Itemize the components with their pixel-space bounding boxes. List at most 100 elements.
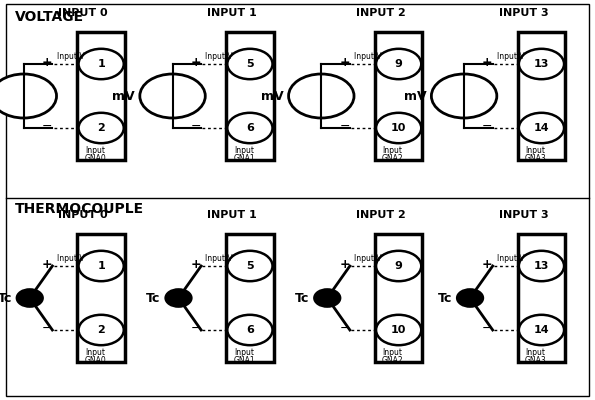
Text: INPUT 1: INPUT 1 bbox=[207, 8, 257, 18]
Text: 2: 2 bbox=[97, 325, 105, 335]
Text: Input V: Input V bbox=[57, 52, 84, 61]
Text: VOLTAGE: VOLTAGE bbox=[15, 10, 84, 24]
Text: 13: 13 bbox=[534, 59, 549, 69]
Circle shape bbox=[376, 251, 421, 281]
Text: Input V: Input V bbox=[354, 52, 381, 61]
Text: 5: 5 bbox=[246, 59, 253, 69]
Text: INPUT 0: INPUT 0 bbox=[58, 210, 108, 220]
Text: 10: 10 bbox=[391, 325, 406, 335]
Text: GNA1: GNA1 bbox=[233, 154, 255, 163]
Circle shape bbox=[165, 289, 192, 307]
Bar bbox=[375, 234, 422, 362]
Text: Tc: Tc bbox=[146, 292, 161, 304]
Text: Input: Input bbox=[525, 146, 546, 155]
Bar bbox=[77, 32, 125, 160]
Text: THERMOCOUPLE: THERMOCOUPLE bbox=[15, 202, 144, 216]
Bar bbox=[518, 32, 565, 160]
Text: +: + bbox=[42, 258, 52, 270]
Circle shape bbox=[376, 315, 421, 345]
Text: Input: Input bbox=[85, 348, 105, 357]
Text: GNA3: GNA3 bbox=[525, 154, 546, 163]
Text: INPUT 2: INPUT 2 bbox=[356, 210, 406, 220]
Text: GNA2: GNA2 bbox=[382, 154, 403, 163]
Text: Input V: Input V bbox=[205, 254, 233, 263]
Text: mV: mV bbox=[261, 90, 284, 102]
Text: Input: Input bbox=[234, 348, 254, 357]
Text: +: + bbox=[42, 56, 52, 68]
Circle shape bbox=[376, 113, 421, 143]
Text: mV: mV bbox=[404, 90, 427, 102]
Text: +: + bbox=[339, 258, 350, 270]
Text: 13: 13 bbox=[534, 261, 549, 271]
Text: +: + bbox=[190, 258, 201, 270]
Text: Input V: Input V bbox=[57, 254, 84, 263]
Bar bbox=[77, 234, 125, 362]
Text: Input V: Input V bbox=[497, 254, 524, 263]
Circle shape bbox=[519, 113, 564, 143]
Bar bbox=[518, 234, 565, 362]
Circle shape bbox=[519, 251, 564, 281]
Circle shape bbox=[0, 74, 57, 118]
Text: +: + bbox=[190, 56, 201, 68]
Text: 5: 5 bbox=[246, 261, 253, 271]
Text: INPUT 3: INPUT 3 bbox=[499, 210, 549, 220]
Text: Input: Input bbox=[525, 348, 546, 357]
Text: −: − bbox=[190, 322, 201, 335]
Bar bbox=[226, 32, 274, 160]
Bar bbox=[375, 32, 422, 160]
Text: Input: Input bbox=[85, 146, 105, 155]
Circle shape bbox=[79, 49, 124, 79]
Circle shape bbox=[289, 74, 354, 118]
Text: −: − bbox=[42, 322, 52, 335]
Circle shape bbox=[227, 315, 273, 345]
Text: −: − bbox=[339, 322, 350, 335]
Text: INPUT 0: INPUT 0 bbox=[58, 8, 108, 18]
Text: 9: 9 bbox=[394, 59, 403, 69]
Circle shape bbox=[17, 289, 43, 307]
Circle shape bbox=[519, 315, 564, 345]
Circle shape bbox=[79, 315, 124, 345]
Text: −: − bbox=[42, 120, 52, 133]
Text: GNA0: GNA0 bbox=[84, 154, 106, 163]
Circle shape bbox=[79, 251, 124, 281]
Text: Tc: Tc bbox=[0, 292, 12, 304]
Text: Input: Input bbox=[383, 146, 403, 155]
Text: INPUT 3: INPUT 3 bbox=[499, 8, 549, 18]
Text: Input V: Input V bbox=[354, 254, 381, 263]
Text: −: − bbox=[339, 120, 350, 133]
Text: 14: 14 bbox=[534, 325, 549, 335]
Text: Input: Input bbox=[234, 146, 254, 155]
Text: GNA0: GNA0 bbox=[84, 356, 106, 365]
Circle shape bbox=[227, 49, 273, 79]
Circle shape bbox=[79, 113, 124, 143]
Circle shape bbox=[140, 74, 205, 118]
Bar bbox=[226, 234, 274, 362]
Text: GNA3: GNA3 bbox=[525, 356, 546, 365]
Text: 6: 6 bbox=[246, 123, 254, 133]
Text: 14: 14 bbox=[534, 123, 549, 133]
Text: −: − bbox=[190, 120, 201, 133]
Text: +: + bbox=[482, 56, 493, 68]
Text: Input V: Input V bbox=[205, 52, 233, 61]
Text: GNA1: GNA1 bbox=[233, 356, 255, 365]
Text: 9: 9 bbox=[394, 261, 403, 271]
Circle shape bbox=[457, 289, 483, 307]
Text: 2: 2 bbox=[97, 123, 105, 133]
Text: INPUT 1: INPUT 1 bbox=[207, 210, 257, 220]
Circle shape bbox=[519, 49, 564, 79]
Text: +: + bbox=[339, 56, 350, 68]
Text: INPUT 2: INPUT 2 bbox=[356, 8, 406, 18]
Text: Input: Input bbox=[383, 348, 403, 357]
Text: −: − bbox=[482, 322, 493, 335]
Text: 10: 10 bbox=[391, 123, 406, 133]
Circle shape bbox=[227, 251, 273, 281]
Text: Tc: Tc bbox=[438, 292, 452, 304]
Text: Input V: Input V bbox=[497, 52, 524, 61]
Text: mV: mV bbox=[112, 90, 135, 102]
Text: 6: 6 bbox=[246, 325, 254, 335]
Text: 1: 1 bbox=[97, 261, 105, 271]
Circle shape bbox=[314, 289, 340, 307]
Circle shape bbox=[227, 113, 273, 143]
Text: Tc: Tc bbox=[295, 292, 309, 304]
Text: −: − bbox=[482, 120, 493, 133]
